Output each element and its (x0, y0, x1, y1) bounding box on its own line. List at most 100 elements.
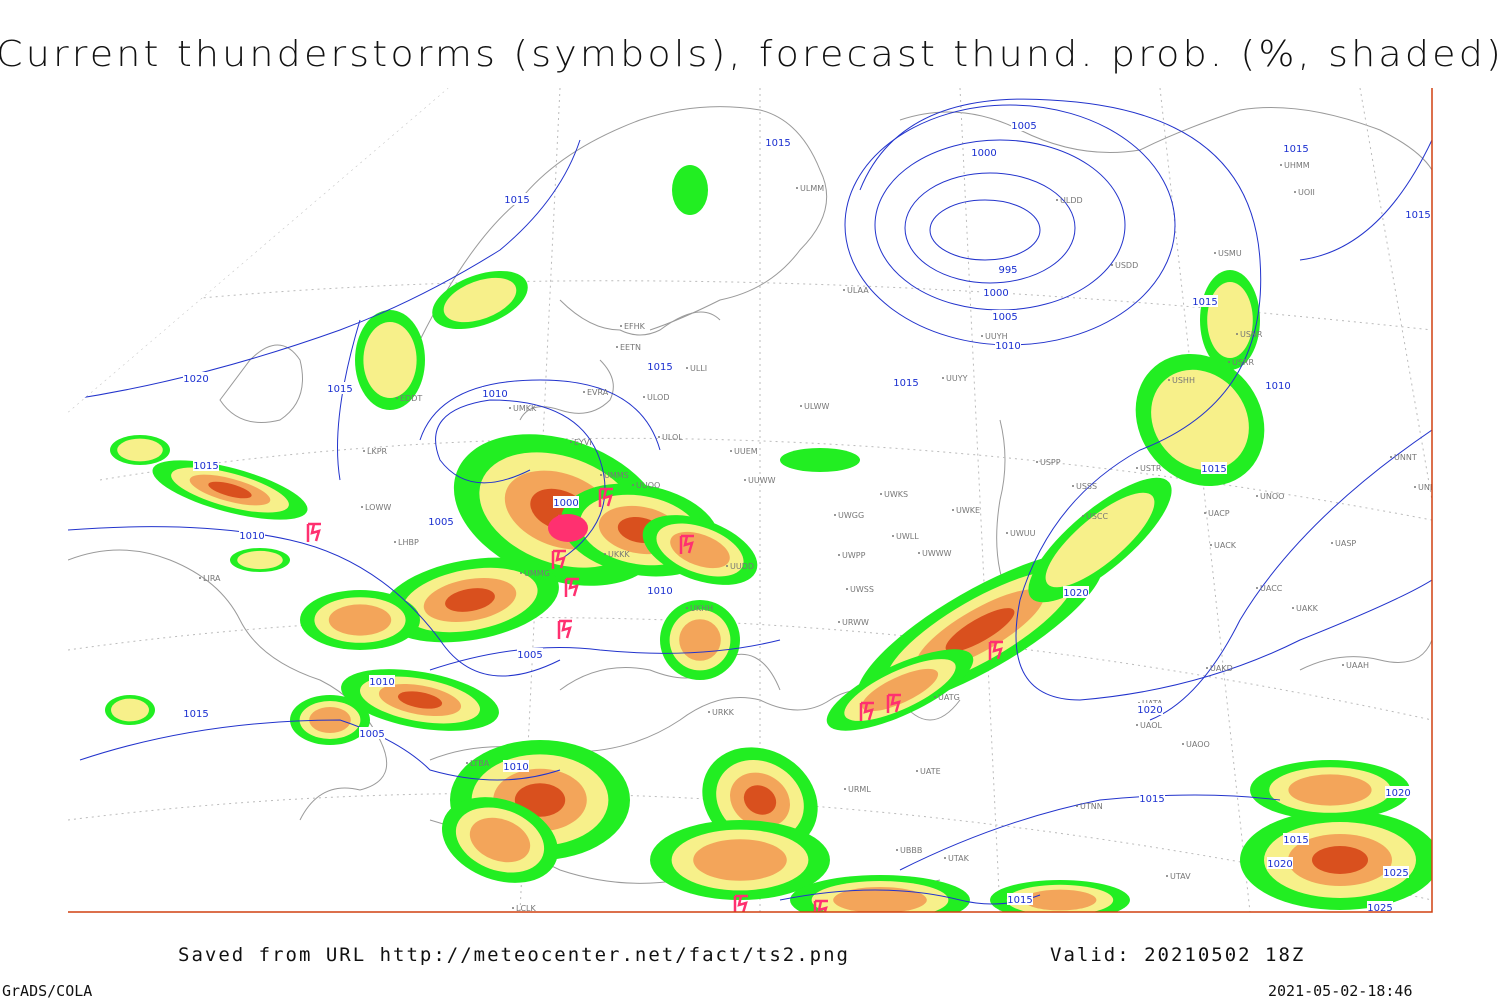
isobar-label-bg (428, 515, 454, 527)
station-dot (363, 450, 365, 452)
isobar-label: 1005 (359, 729, 384, 740)
station-label: URKK (712, 708, 735, 717)
shade-blob (861, 668, 939, 712)
station-dot (1256, 587, 1258, 589)
thunderstorm-symbol (598, 487, 613, 507)
station-label: UATE (920, 767, 941, 776)
isobar-label-bg (1283, 833, 1309, 845)
isobar-label-bg (992, 310, 1018, 322)
station-label: USPP (1040, 458, 1061, 467)
station-label: ULLI (690, 364, 707, 373)
shade-blob (514, 783, 566, 817)
isobar-label-bg (183, 372, 209, 384)
isobar-label: 1000 (553, 498, 578, 509)
station-label: ULOL (662, 433, 683, 442)
station-dot (570, 441, 572, 443)
shade-blob (443, 277, 517, 323)
station-label: UKHH (690, 604, 713, 613)
station-label: UACC (1260, 584, 1283, 593)
station-label: UAKK (1296, 604, 1319, 613)
station-dot (583, 391, 585, 393)
station-label: LCLK (516, 904, 537, 913)
station-dot (1228, 361, 1230, 363)
isobar-label-bg (1137, 703, 1163, 715)
station-dot (1342, 664, 1344, 666)
isobar-label: 1010 (995, 341, 1020, 352)
isobar-label: 1020 (183, 374, 208, 385)
isobar-label-bg (183, 707, 209, 719)
station-label: UUYY (946, 374, 968, 383)
station-dot (509, 407, 511, 409)
station-dot (1111, 264, 1113, 266)
thunderstorm-symbol (551, 549, 566, 569)
station-label: UMMG (524, 569, 550, 578)
station-dot (952, 509, 954, 511)
station-dot (730, 450, 732, 452)
station-label: USSS (1076, 482, 1097, 491)
station-label: UTAV (1170, 872, 1191, 881)
station-dot (892, 535, 894, 537)
shade-blob (693, 839, 787, 881)
station-dot (744, 479, 746, 481)
station-label: UWSS (850, 585, 874, 594)
station-dot (880, 493, 882, 495)
station-label: LKPR (367, 447, 388, 456)
station-label: UWWW (922, 549, 952, 558)
station-label: ULOD (647, 393, 669, 402)
storm-cluster (548, 514, 588, 542)
station-dot (394, 541, 396, 543)
station-label: UUOO (636, 481, 660, 490)
thunderstorm-symbol (733, 894, 748, 912)
shade-blob (1045, 492, 1155, 588)
station-dot (981, 335, 983, 337)
station-dot (896, 849, 898, 851)
shade-blob (237, 550, 283, 570)
isobar-label: 1010 (1265, 381, 1290, 392)
shade-blob (1207, 282, 1253, 358)
isobar-label-bg (1405, 208, 1431, 220)
isobar-label-bg (1139, 792, 1165, 804)
station-label: UWGG (838, 511, 864, 520)
isobar-label: 995 (998, 265, 1017, 276)
station-dot (800, 405, 802, 407)
isobar-label: 1010 (369, 677, 394, 688)
isobar-label: 1020 (1063, 588, 1088, 599)
isobar-label-bg (1265, 379, 1291, 391)
isobar-label: 1010 (647, 586, 672, 597)
timestamp: 2021-05-02-18:46 (1268, 982, 1413, 1000)
station-dot (1006, 532, 1008, 534)
station-label: UASP (1335, 539, 1356, 548)
station-label: UTNN (1080, 802, 1103, 811)
isobar-label-bg (995, 263, 1021, 275)
isobar-label: 1010 (239, 531, 264, 542)
isobar-label: 1020 (1137, 705, 1162, 716)
plot-frame (68, 88, 1433, 913)
station-dot (686, 367, 688, 369)
station-label: UTAK (948, 854, 970, 863)
isobar-label: 1015 (327, 384, 352, 395)
station-label: ULMM (800, 184, 824, 193)
shade-blob (328, 604, 392, 636)
station-dot (918, 552, 920, 554)
station-dot (916, 770, 918, 772)
station-dot (1136, 724, 1138, 726)
station-dot (1210, 544, 1212, 546)
isobar-label-bg (1201, 462, 1227, 474)
station-label: UHMM (1284, 161, 1310, 170)
station-dot (796, 187, 798, 189)
shade-blob (445, 588, 495, 612)
shade-blob (363, 322, 417, 398)
isobar-label-bg (369, 675, 395, 687)
station-dot (1182, 743, 1184, 745)
station-label: UWUU (1010, 529, 1036, 538)
station-dot (1280, 164, 1282, 166)
station-dot (199, 577, 201, 579)
shade-blob (679, 619, 721, 661)
station-dot (834, 514, 836, 516)
isobar-label-bg (983, 286, 1009, 298)
isobar-label-bg (1011, 119, 1037, 131)
station-dot (1214, 252, 1216, 254)
isobar-label: 1015 (1192, 297, 1217, 308)
isobar-label-bg (553, 496, 579, 508)
